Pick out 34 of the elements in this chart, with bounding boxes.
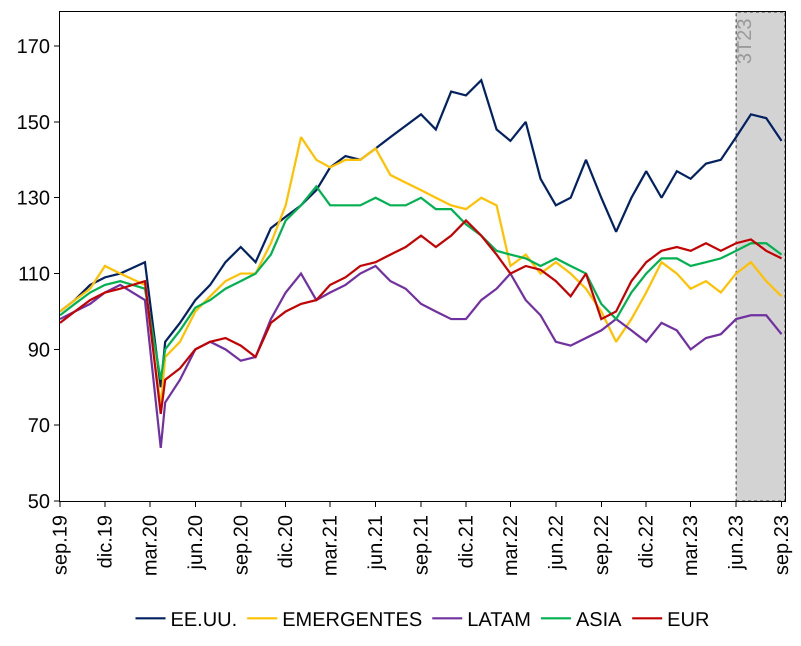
x-tick-label: jun.23	[726, 515, 748, 570]
line-series	[60, 264, 783, 450]
x-tick-label: mar.20	[139, 515, 162, 576]
legend-label: LATAM	[467, 609, 531, 632]
y-tick-label: 50	[28, 491, 50, 513]
legend-label: EE.UU.	[170, 609, 238, 632]
x-tick-label: sep.23	[771, 515, 794, 576]
legend-label: ASIA	[576, 609, 622, 632]
x-tick-label: dic.20	[275, 515, 298, 568]
y-tick-label: 150	[16, 112, 50, 134]
x-tick-label: jun.22	[545, 515, 568, 570]
x-tick-label: sep.19	[50, 515, 72, 576]
x-tick-label: mar.21	[320, 515, 342, 576]
x-tick-label: dic.19	[94, 515, 116, 568]
x-tick-label: mar.23	[680, 515, 702, 576]
line-series	[60, 185, 783, 381]
band-label: 3T23	[734, 18, 756, 64]
legend-label: EMERGENTES	[282, 609, 422, 632]
y-tick-label: 170	[16, 36, 50, 58]
legend-label: EUR	[667, 609, 710, 632]
x-tick-label: sep.20	[230, 515, 252, 576]
x-tick-label: jun.21	[365, 515, 388, 570]
x-tick-label: dic.22	[636, 515, 658, 568]
y-tick-label: 130	[16, 188, 50, 210]
x-tick-label: jun.20	[184, 515, 207, 570]
x-tick-label: sep.21	[410, 515, 433, 576]
x-tick-label: mar.22	[500, 515, 522, 576]
y-tick-label: 70	[28, 415, 50, 438]
line-series	[60, 136, 783, 408]
x-tick-label: dic.21	[455, 515, 478, 568]
y-tick-label: 110	[18, 264, 50, 286]
line-series	[60, 219, 783, 415]
y-tick-label: 90	[28, 339, 50, 362]
x-tick-label: sep.22	[590, 515, 613, 576]
